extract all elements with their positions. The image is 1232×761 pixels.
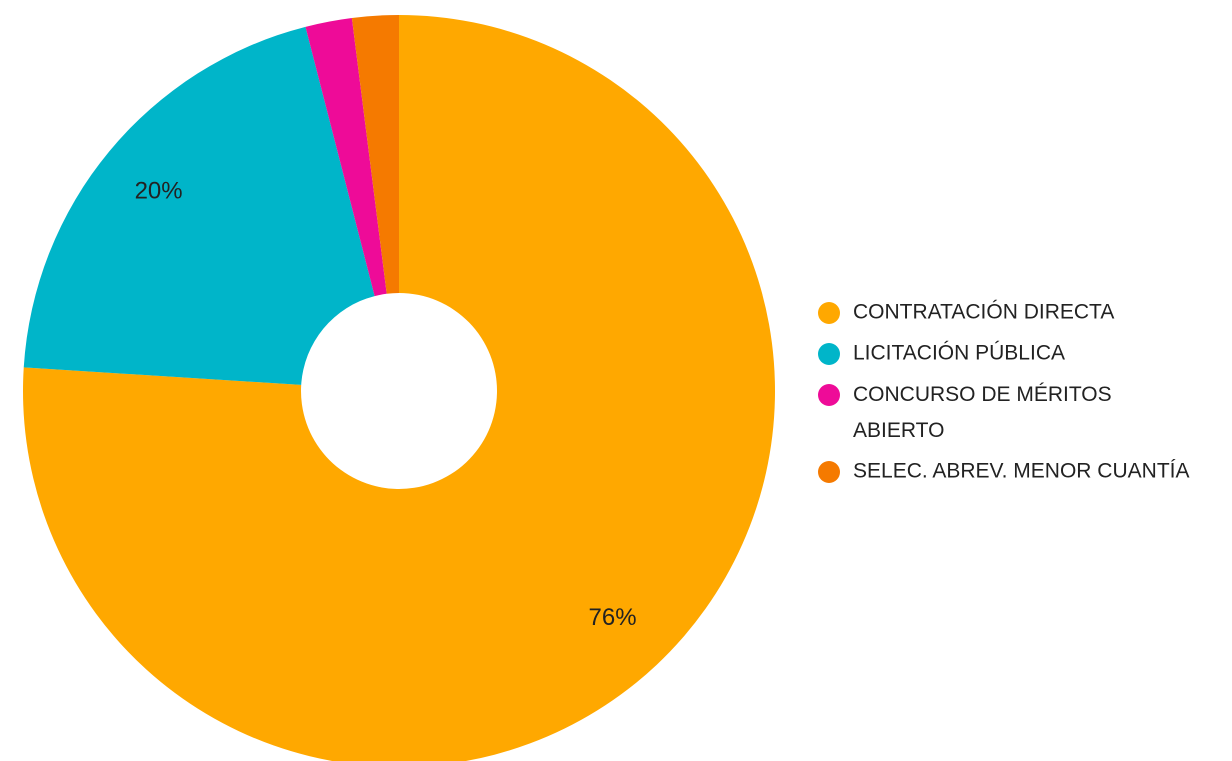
legend-label: CONCURSO DE MÉRITOS ABIERTO bbox=[853, 383, 1112, 442]
legend-label: SELEC. ABREV. MENOR CUANTÍA bbox=[853, 460, 1189, 483]
legend-swatch bbox=[818, 343, 840, 365]
legend-label: CONTRATACIÓN DIRECTA bbox=[853, 301, 1114, 324]
legend-swatch bbox=[818, 461, 840, 483]
slice bbox=[305, 17, 387, 297]
legend-label: LICITACIÓN PÚBLICA bbox=[853, 342, 1065, 365]
legend-label-line: ABIERTO bbox=[853, 419, 944, 442]
legend-swatch bbox=[818, 384, 840, 406]
value-label: 20% bbox=[135, 177, 183, 204]
slice bbox=[351, 15, 399, 294]
slice bbox=[23, 26, 375, 385]
legend-swatch bbox=[818, 302, 840, 324]
legend-label-line: CONCURSO DE MÉRITOS bbox=[853, 383, 1112, 406]
slice bbox=[23, 15, 775, 761]
value-label: 76% bbox=[589, 604, 637, 631]
